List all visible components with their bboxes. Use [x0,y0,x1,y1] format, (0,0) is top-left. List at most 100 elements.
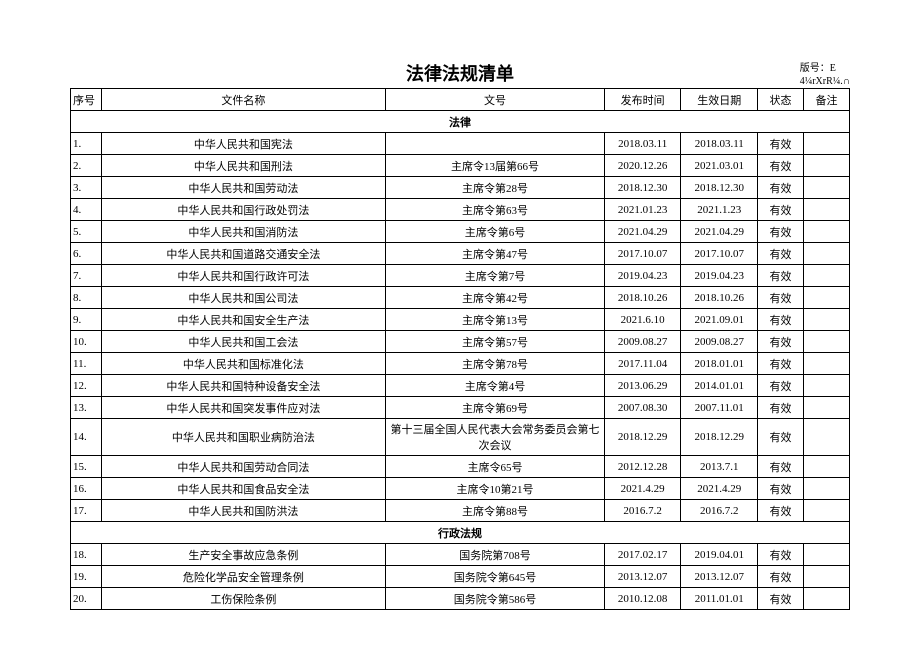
cell-name: 中华人民共和国防洪法 [101,500,385,522]
cell-status: 有效 [758,478,804,500]
cell-remark [803,331,849,353]
cell-pub: 2009.08.27 [604,331,681,353]
header-seq: 序号 [71,89,102,111]
cell-remark [803,456,849,478]
cell-remark [803,588,849,610]
header-remark: 备注 [803,89,849,111]
cell-docno: 国务院第708号 [386,544,605,566]
cell-remark [803,287,849,309]
cell-seq: 5. [71,221,102,243]
page-title: 法律法规清单 [70,60,850,86]
table-row: 2.中华人民共和国刑法主席令13届第66号2020.12.262021.03.0… [71,155,850,177]
cell-remark [803,177,849,199]
cell-pub: 2020.12.26 [604,155,681,177]
version-line2: 4¼rXrR¼.∩ [800,75,850,88]
cell-pub: 2018.12.29 [604,419,681,456]
cell-seq: 20. [71,588,102,610]
cell-pub: 2019.04.23 [604,265,681,287]
cell-eff: 2018.10.26 [681,287,758,309]
cell-eff: 2009.08.27 [681,331,758,353]
cell-seq: 2. [71,155,102,177]
cell-docno: 主席令第42号 [386,287,605,309]
cell-remark [803,375,849,397]
cell-eff: 2017.10.07 [681,243,758,265]
cell-eff: 2014.01.01 [681,375,758,397]
cell-seq: 14. [71,419,102,456]
table-row: 5.中华人民共和国消防法主席令第6号2021.04.292021.04.29有效 [71,221,850,243]
cell-docno: 主席令第78号 [386,353,605,375]
cell-status: 有效 [758,500,804,522]
cell-eff: 2013.7.1 [681,456,758,478]
cell-name: 中华人民共和国公司法 [101,287,385,309]
cell-name: 中华人民共和国特种设备安全法 [101,375,385,397]
cell-name: 中华人民共和国宪法 [101,133,385,155]
cell-seq: 10. [71,331,102,353]
cell-name: 中华人民共和国突发事件应对法 [101,397,385,419]
version-info: 版号：E 4¼rXrR¼.∩ [800,62,850,88]
table-row: 15.中华人民共和国劳动合同法主席令65号2012.12.282013.7.1有… [71,456,850,478]
cell-seq: 7. [71,265,102,287]
cell-pub: 2013.12.07 [604,566,681,588]
cell-remark [803,397,849,419]
cell-pub: 2021.6.10 [604,309,681,331]
table-row: 7.中华人民共和国行政许可法主席令第7号2019.04.232019.04.23… [71,265,850,287]
cell-eff: 2007.11.01 [681,397,758,419]
cell-remark [803,353,849,375]
table-row: 11.中华人民共和国标准化法主席令第78号2017.11.042018.01.0… [71,353,850,375]
cell-status: 有效 [758,243,804,265]
table-row: 16.中华人民共和国食品安全法主席令10第21号2021.4.292021.4.… [71,478,850,500]
cell-pub: 2021.04.29 [604,221,681,243]
cell-eff: 2021.09.01 [681,309,758,331]
cell-pub: 2018.12.30 [604,177,681,199]
cell-seq: 1. [71,133,102,155]
cell-eff: 2019.04.01 [681,544,758,566]
table-row: 1.中华人民共和国宪法2018.03.112018.03.11有效 [71,133,850,155]
cell-status: 有效 [758,287,804,309]
header-docno: 文号 [386,89,605,111]
cell-docno [386,133,605,155]
cell-status: 有效 [758,221,804,243]
cell-status: 有效 [758,133,804,155]
cell-eff: 2021.4.29 [681,478,758,500]
cell-remark [803,155,849,177]
cell-seq: 6. [71,243,102,265]
cell-remark [803,309,849,331]
cell-status: 有效 [758,309,804,331]
cell-seq: 9. [71,309,102,331]
section-label: 行政法规 [71,522,850,544]
cell-remark [803,199,849,221]
cell-name: 中华人民共和国刑法 [101,155,385,177]
cell-remark [803,478,849,500]
cell-status: 有效 [758,177,804,199]
cell-status: 有效 [758,199,804,221]
cell-pub: 2010.12.08 [604,588,681,610]
cell-seq: 18. [71,544,102,566]
cell-name: 中华人民共和国安全生产法 [101,309,385,331]
cell-name: 中华人民共和国食品安全法 [101,478,385,500]
cell-remark [803,243,849,265]
cell-docno: 主席令第88号 [386,500,605,522]
cell-eff: 2018.12.30 [681,177,758,199]
cell-name: 中华人民共和国消防法 [101,221,385,243]
table-row: 10.中华人民共和国工会法主席令第57号2009.08.272009.08.27… [71,331,850,353]
table-row: 18.生产安全事故应急条例国务院第708号2017.02.172019.04.0… [71,544,850,566]
table-row: 8.中华人民共和国公司法主席令第42号2018.10.262018.10.26有… [71,287,850,309]
table-row: 9.中华人民共和国安全生产法主席令第13号2021.6.102021.09.01… [71,309,850,331]
cell-remark [803,500,849,522]
cell-docno: 主席令第13号 [386,309,605,331]
cell-eff: 2018.03.11 [681,133,758,155]
cell-docno: 国务院令第645号 [386,566,605,588]
cell-name: 中华人民共和国行政许可法 [101,265,385,287]
header-pub: 发布时间 [604,89,681,111]
cell-name: 中华人民共和国劳动法 [101,177,385,199]
cell-name: 工伤保险条例 [101,588,385,610]
cell-remark [803,419,849,456]
header-eff: 生效日期 [681,89,758,111]
cell-seq: 11. [71,353,102,375]
header-row: 序号 文件名称 文号 发布时间 生效日期 状态 备注 [71,89,850,111]
cell-name: 中华人民共和国行政处罚法 [101,199,385,221]
cell-pub: 2021.4.29 [604,478,681,500]
cell-status: 有效 [758,331,804,353]
cell-eff: 2018.01.01 [681,353,758,375]
cell-eff: 2013.12.07 [681,566,758,588]
